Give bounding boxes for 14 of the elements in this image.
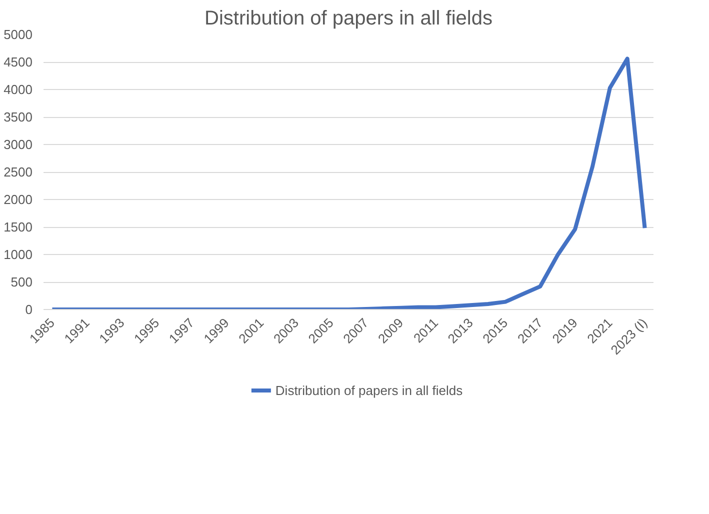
y-tick-label: 0 (25, 302, 33, 317)
y-tick-label: 2000 (4, 192, 32, 207)
y-tick-label: 500 (10, 274, 33, 290)
y-tick-label: 4500 (4, 54, 32, 70)
y-tick-label: 1500 (4, 220, 32, 234)
y-tick-label: 3500 (4, 110, 32, 124)
y-tick-label: 4000 (4, 82, 32, 97)
chart-title: Distribution of papers in all fields (204, 8, 492, 30)
legend-label: Distribution of papers in all fields (275, 382, 463, 398)
y-tick-label: 3000 (4, 137, 32, 152)
y-tick-label: 1000 (4, 247, 32, 262)
y-tick-label: 5000 (4, 27, 32, 42)
y-tick-label: 2500 (4, 164, 32, 180)
line-series (50, 56, 647, 310)
